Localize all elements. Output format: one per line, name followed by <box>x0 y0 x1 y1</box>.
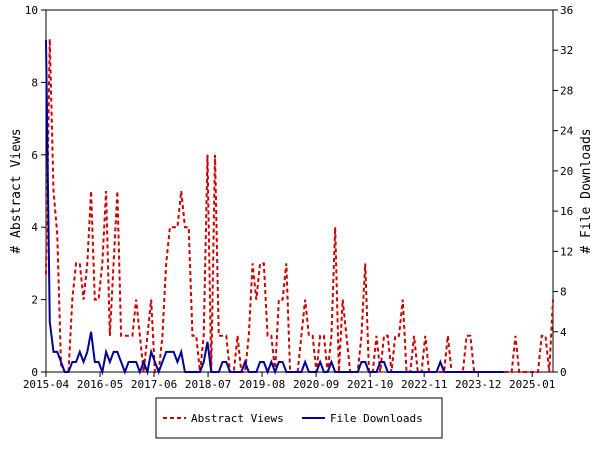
y-left-tick-label: 2 <box>31 294 38 307</box>
y-right-tick-label: 16 <box>560 205 573 218</box>
x-tick-label: 2015-04 <box>23 378 70 391</box>
y-right-tick-label: 0 <box>560 366 567 379</box>
series-line-file-downloads <box>45 40 505 376</box>
plot-area <box>45 9 554 373</box>
x-tick-label: 2020-09 <box>293 378 339 391</box>
y-right-tick-label: 28 <box>560 84 573 97</box>
y-axis-title-right: # File Downloads <box>579 128 594 253</box>
series-line-abstract-views <box>45 38 554 373</box>
y-right-tick-label: 20 <box>560 165 573 178</box>
y-right-tick-label: 4 <box>560 326 567 339</box>
y-left-tick-label: 0 <box>31 366 38 379</box>
x-tick-label: 2016-05 <box>77 378 123 391</box>
x-tick-label: 2025-01 <box>509 378 555 391</box>
legend-box <box>155 397 443 439</box>
y-right-tick-label: 24 <box>560 125 574 138</box>
y-left-tick-label: 10 <box>25 4 38 17</box>
y-right-tick-label: 8 <box>560 286 567 299</box>
y-right-tick-label: 12 <box>560 245 573 258</box>
x-tick-label: 2022-11 <box>401 378 447 391</box>
y-axis-title-left: # Abstract Views <box>9 128 24 253</box>
y-left-tick-label: 6 <box>31 149 38 162</box>
y-right-tick-label: 36 <box>560 4 573 17</box>
x-tick-label: 2019-08 <box>239 378 285 391</box>
y-left-tick-label: 4 <box>31 221 38 234</box>
x-tick-label: 2023-12 <box>455 378 501 391</box>
y-right-tick-label: 32 <box>560 44 573 57</box>
x-tick-label: 2018-07 <box>185 378 231 391</box>
legend: Abstract Views File Downloads <box>155 397 443 439</box>
legend-label-abstract-views: Abstract Views <box>191 412 284 425</box>
x-tick-label: 2017-06 <box>131 378 177 391</box>
legend-label-file-downloads: File Downloads <box>330 412 423 425</box>
x-tick-label: 2021-10 <box>347 378 393 391</box>
y-left-tick-label: 8 <box>31 76 38 89</box>
